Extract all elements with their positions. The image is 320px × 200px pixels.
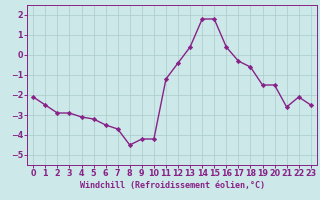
X-axis label: Windchill (Refroidissement éolien,°C): Windchill (Refroidissement éolien,°C) bbox=[79, 181, 265, 190]
